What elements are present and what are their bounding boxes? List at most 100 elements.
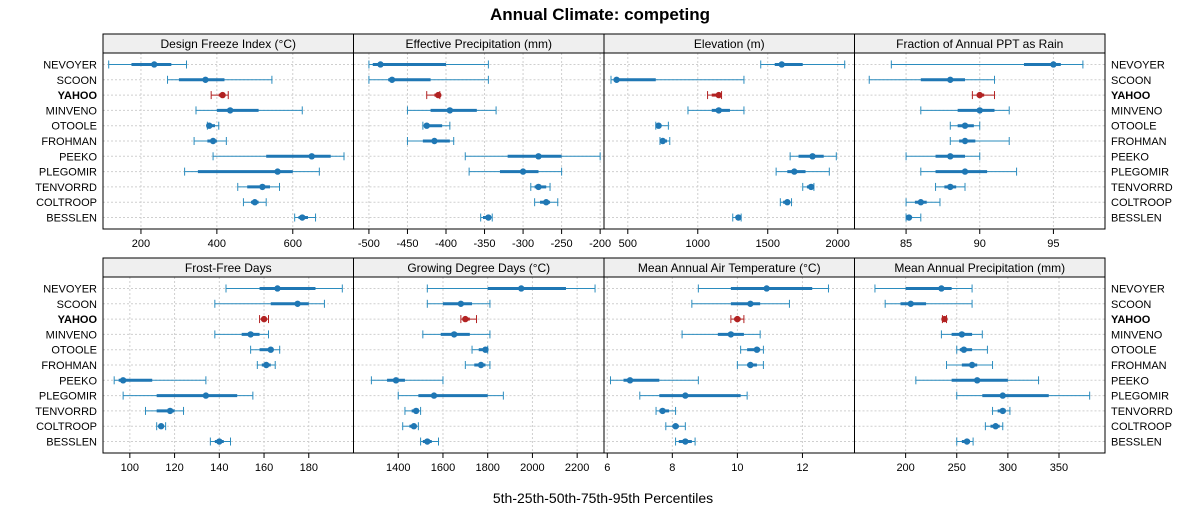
x-tick-label: 85 xyxy=(900,238,912,250)
median-point xyxy=(457,300,465,307)
site-interval xyxy=(890,60,1084,69)
site-label-right: PEEKO xyxy=(1111,151,1149,163)
median-point xyxy=(961,168,969,175)
x-tick-label: 1500 xyxy=(755,238,779,250)
site-label-left: NEVOYER xyxy=(43,59,97,71)
site-interval xyxy=(775,167,830,176)
site-label-left: OTOOLE xyxy=(51,121,97,133)
site-label-left: COLTROOP xyxy=(36,197,97,209)
site-interval xyxy=(402,422,419,431)
site-interval xyxy=(214,330,270,339)
x-tick-label: 1400 xyxy=(386,462,410,474)
site-interval xyxy=(108,60,187,69)
x-tick-label: 160 xyxy=(255,462,273,474)
site-interval xyxy=(884,299,973,308)
median-point xyxy=(778,61,785,68)
median-point xyxy=(947,153,954,160)
median-point xyxy=(672,423,679,430)
site-interval xyxy=(956,345,988,354)
median-point xyxy=(377,61,384,68)
site-label-left: FROHMAN xyxy=(41,360,97,372)
median-point xyxy=(763,285,770,292)
median-point xyxy=(715,91,722,99)
x-tick-label: -500 xyxy=(358,238,380,250)
site-interval xyxy=(687,106,745,115)
median-point xyxy=(450,331,458,338)
site-interval xyxy=(935,182,966,191)
median-point xyxy=(659,137,666,145)
site-interval xyxy=(905,213,922,222)
median-point xyxy=(973,377,981,384)
site-interval xyxy=(460,315,478,324)
panel: Frost-Free Days 100 120 140 160 180 xyxy=(102,257,354,474)
site-interval xyxy=(209,437,231,446)
site-label-left: COLTROOP xyxy=(36,421,97,433)
median-point xyxy=(947,76,954,83)
median-point xyxy=(613,76,620,83)
site-interval xyxy=(426,91,442,100)
median-point xyxy=(206,122,213,129)
site-interval xyxy=(206,121,220,130)
site-label-left: SCOON xyxy=(57,299,97,311)
site-interval xyxy=(471,345,489,354)
panel-title: Growing Degree Days (°C) xyxy=(407,261,550,275)
site-label-right: OTOOLE xyxy=(1111,345,1157,357)
site-interval xyxy=(534,198,559,207)
median-point xyxy=(655,122,662,129)
median-point xyxy=(431,137,438,145)
site-interval xyxy=(397,391,504,400)
median-point xyxy=(735,214,742,221)
median-point xyxy=(294,300,301,307)
site-interval xyxy=(237,182,280,191)
site-label-left: MINVENO xyxy=(46,329,98,341)
median-point xyxy=(938,285,945,292)
site-label-left: OTOOLE xyxy=(51,345,97,357)
median-point xyxy=(809,153,816,160)
site-interval xyxy=(665,422,686,431)
site-interval xyxy=(655,121,669,130)
site-interval xyxy=(113,376,207,385)
panels: Design Freeze Index (°C) 200 400 600 Effecti… xyxy=(35,33,1173,474)
site-interval xyxy=(868,75,995,84)
median-point xyxy=(807,183,815,191)
site-label-left: SCOON xyxy=(57,75,97,87)
median-point xyxy=(151,61,158,68)
median-point xyxy=(519,168,527,175)
site-interval xyxy=(956,391,1091,400)
chart-title: Annual Climate: competing xyxy=(490,5,710,24)
site-label-right: YAHOO xyxy=(1111,90,1151,102)
median-point xyxy=(274,168,281,175)
panel-title: Effective Precipitation (mm) xyxy=(406,37,553,51)
median-point xyxy=(963,438,971,445)
median-point xyxy=(308,153,315,160)
site-label-left: FROHMAN xyxy=(41,136,97,148)
x-tick-label: 6 xyxy=(604,462,610,474)
site-interval xyxy=(691,299,790,308)
x-tick-label: 400 xyxy=(208,238,226,250)
site-label-right: TENVORRD xyxy=(1111,182,1173,194)
x-tick-label: 250 xyxy=(948,462,966,474)
site-label-left: NEVOYER xyxy=(43,283,97,295)
median-point xyxy=(976,91,983,99)
site-interval xyxy=(992,406,1011,415)
median-point xyxy=(392,377,400,384)
median-point xyxy=(423,122,430,129)
median-point xyxy=(482,346,489,353)
x-tick-label: 140 xyxy=(210,462,228,474)
median-point xyxy=(462,315,469,323)
median-point xyxy=(274,285,281,292)
median-point xyxy=(535,153,542,160)
site-label-left: PLEGOMIR xyxy=(39,391,97,403)
site-interval xyxy=(639,391,748,400)
median-point xyxy=(734,315,741,323)
site-interval xyxy=(404,406,422,415)
x-tick-label: 500 xyxy=(619,238,637,250)
median-point xyxy=(715,107,722,114)
median-point xyxy=(477,361,485,369)
site-interval xyxy=(740,345,764,354)
median-point xyxy=(424,438,431,445)
site-interval xyxy=(406,106,497,115)
median-point xyxy=(157,423,165,430)
x-tick-label: 10 xyxy=(731,462,743,474)
median-point xyxy=(542,199,550,206)
